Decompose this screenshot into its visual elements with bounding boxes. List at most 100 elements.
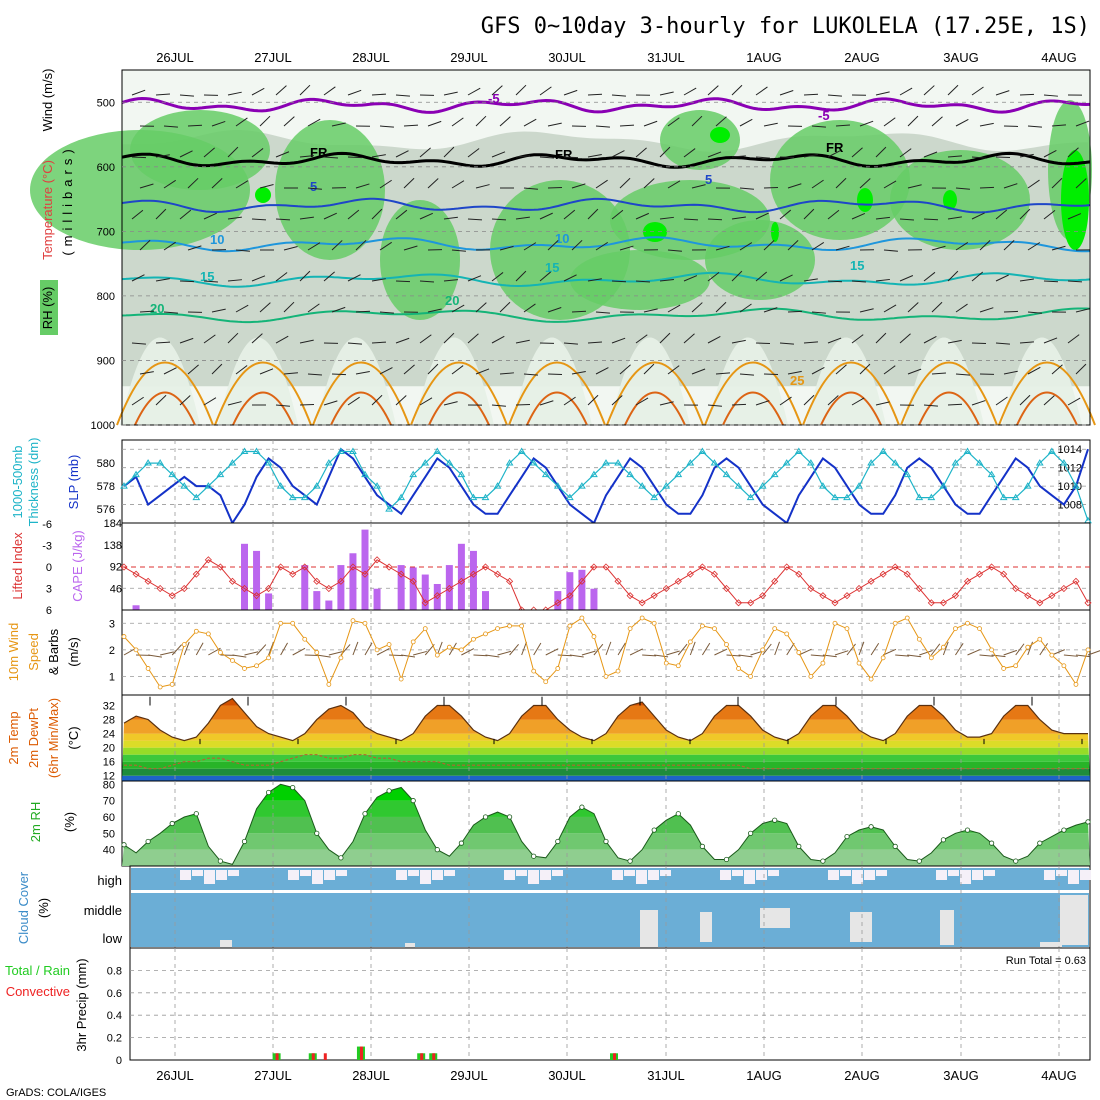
- wind-barb: [691, 184, 706, 189]
- wind-barb: [497, 650, 512, 656]
- wind-barb: [155, 93, 171, 96]
- wind-speed-point: [748, 674, 753, 679]
- wind-speed-point: [458, 647, 464, 653]
- thickness-point: [794, 447, 803, 455]
- isotherm-25: [116, 361, 214, 426]
- wind-barb: [571, 310, 587, 313]
- rh-shading-green: [890, 150, 1030, 250]
- wind-speed-point: [254, 663, 259, 669]
- precip-label-3: 3hr Precip (mm): [74, 958, 89, 1051]
- wind-barb: [755, 86, 768, 96]
- wind-barb: [667, 249, 682, 252]
- wind-barb: [475, 115, 487, 127]
- wind-barb: [605, 641, 612, 656]
- wind-barb: [569, 654, 584, 658]
- slp-tick-label: 1008: [1058, 500, 1082, 512]
- thickness-point: [324, 459, 333, 466]
- wind-barb: [846, 643, 856, 656]
- lifted-index-label: Lifted Index: [10, 532, 25, 600]
- wind-barb: [738, 654, 753, 658]
- cloud-gap-high: [768, 870, 779, 876]
- wind-barb: [427, 363, 439, 375]
- thickness-point: [288, 493, 297, 501]
- wind-barb: [595, 241, 609, 251]
- wind-barb: [907, 654, 922, 658]
- wind-barb: [131, 274, 145, 282]
- cloud-gap-high: [516, 870, 527, 876]
- wind-barb: [499, 245, 514, 251]
- wind-speed-point: [434, 652, 440, 658]
- wind-barb: [443, 279, 458, 282]
- wind-speed-point: [507, 623, 513, 629]
- wind-barb: [545, 648, 559, 656]
- thickness-point: [590, 470, 598, 478]
- wind-barb: [779, 156, 795, 159]
- wind-barb: [131, 396, 144, 406]
- wind-barb: [667, 304, 681, 313]
- rh-point: [1037, 840, 1043, 846]
- wind-barb: [183, 641, 190, 656]
- rh-shading-light: [512, 337, 592, 425]
- wind-barb: [779, 342, 794, 345]
- upper-air-layers: 25 20 20 15 15 15 10 10 5 5 FR FR FR -5 -5: [30, 84, 1096, 426]
- wind-barb: [955, 187, 970, 190]
- isotherm-30: [918, 391, 980, 426]
- wind-barb: [436, 641, 443, 656]
- wind-barb: [971, 156, 986, 159]
- cloud-gap-high: [756, 870, 767, 880]
- li-point: [831, 599, 839, 607]
- li-point: [265, 584, 273, 593]
- rh-point: [506, 814, 513, 820]
- cape-bar: [578, 569, 586, 610]
- thickness-point: [204, 482, 213, 489]
- wind-barb: [707, 85, 719, 96]
- wind-speed-point: [495, 626, 500, 631]
- wind-barb: [571, 239, 583, 251]
- li-point: [301, 563, 309, 571]
- thickness-point: [192, 493, 201, 501]
- wind-barb: [715, 372, 730, 375]
- wind-barb: [187, 177, 199, 189]
- wind-speed-point: [278, 620, 284, 626]
- wind-barb: [619, 245, 634, 251]
- wind-speed-point: [1085, 647, 1091, 653]
- wind-barb: [499, 372, 514, 375]
- cloud-gap-high: [288, 870, 299, 880]
- wind-barb: [899, 148, 912, 158]
- wind-barb: [331, 240, 343, 251]
- wind-barb: [352, 641, 359, 656]
- wind-barb: [563, 342, 578, 345]
- wind-barb: [835, 245, 850, 251]
- rh-point: [314, 830, 320, 836]
- cloud-gap-low: [1040, 942, 1062, 948]
- thickness-point: [385, 505, 393, 512]
- wind-barb: [323, 86, 336, 96]
- isotherm-30: [820, 391, 882, 426]
- pressure-axis-label: (millibars): [60, 144, 75, 255]
- cape-bar: [253, 550, 261, 610]
- wind-speed-point: [290, 620, 296, 626]
- wind-barb: [611, 280, 627, 283]
- wind-barb: [955, 373, 970, 376]
- rh-tick-label: 50: [103, 828, 115, 840]
- li-point: [867, 577, 875, 585]
- wind-barb: [179, 150, 193, 158]
- thickness-point: [132, 470, 140, 478]
- cloud-gap-high: [624, 870, 635, 876]
- rh-shading-bright: [1061, 150, 1089, 250]
- cape-bar: [397, 565, 405, 610]
- cloud-gap-high: [948, 870, 959, 876]
- wind-barb: [947, 270, 959, 282]
- wind-barb: [899, 218, 915, 221]
- wind-barb: [731, 155, 746, 158]
- cape-bar: [132, 605, 140, 610]
- thickness-point: [903, 470, 912, 478]
- wind-barb: [401, 654, 416, 658]
- rh-shading-light: [120, 337, 200, 425]
- wind-barb: [443, 401, 458, 406]
- wind-barb: [371, 278, 386, 282]
- li-tick-label: 0: [46, 562, 52, 574]
- isotherm-30: [232, 391, 294, 426]
- rh-shading-green: [660, 110, 740, 170]
